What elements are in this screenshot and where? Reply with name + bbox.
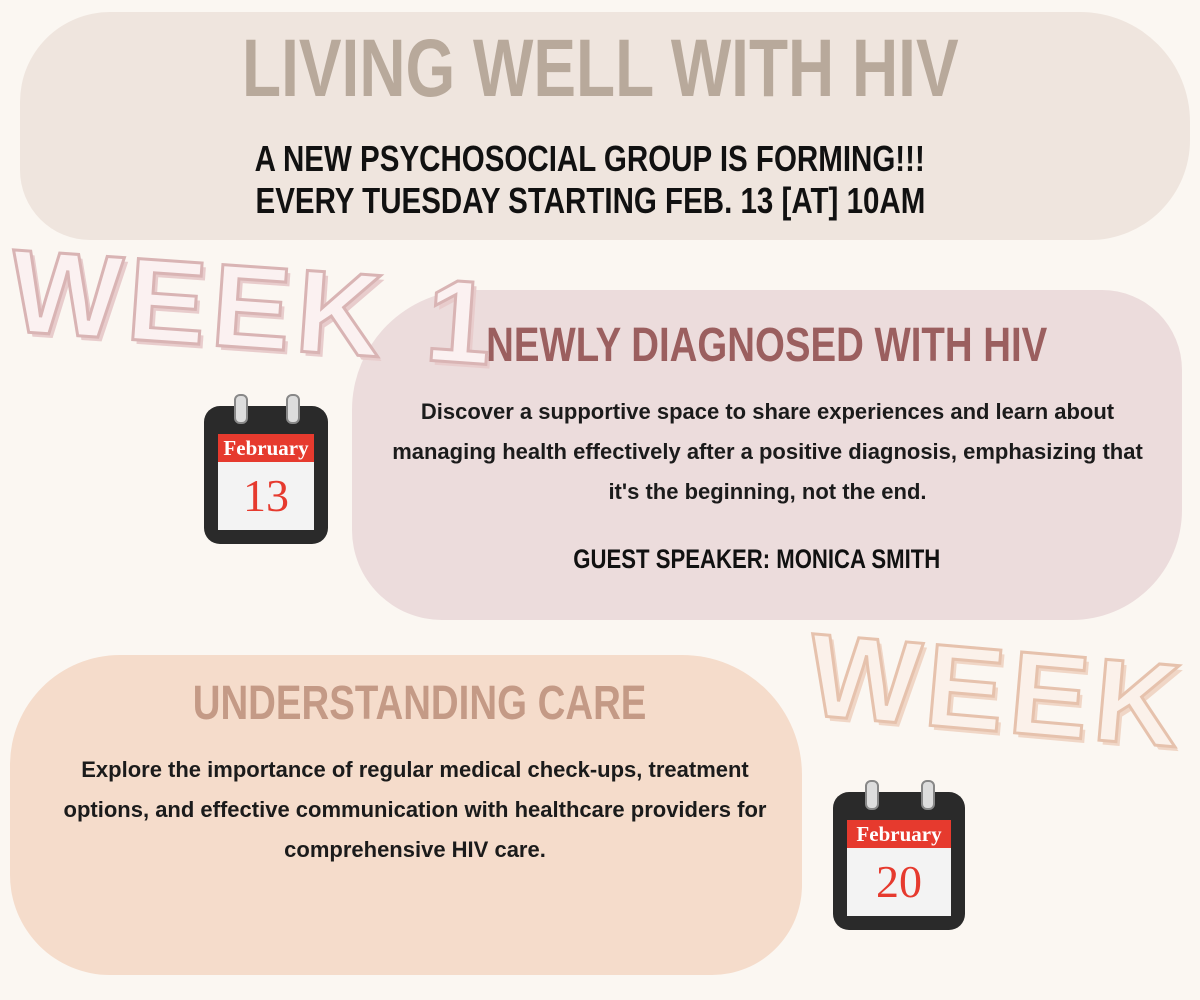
week-title-wrap: NEWLY DIAGNOSED WITH HIV bbox=[352, 318, 1182, 373]
week-description: Explore the importance of regular medica… bbox=[63, 757, 767, 862]
title: LIVING WELL WITH HIV bbox=[241, 23, 959, 114]
week-description: Discover a supportive space to share exp… bbox=[392, 399, 1143, 504]
calendar-day: 20 bbox=[847, 848, 951, 916]
calendar-icon: February 13 bbox=[204, 394, 328, 544]
subtitle: EVERY TUESDAY STARTING FEB. 13 [AT] 10AM bbox=[255, 180, 925, 221]
calendar-month: February bbox=[847, 820, 951, 848]
week1-background bbox=[352, 290, 1182, 620]
calendar-month: February bbox=[218, 434, 314, 462]
speaker-wrap: GUEST SPEAKER: MONICA SMITH bbox=[352, 544, 1162, 575]
calendar-icon: February 20 bbox=[833, 780, 965, 930]
week-label: WEEK 2 bbox=[802, 607, 1200, 784]
subtitle-wrap: A NEW PSYCHOSOCIAL GROUP IS FORMING!!! E… bbox=[0, 138, 1180, 222]
subtitle: A NEW PSYCHOSOCIAL GROUP IS FORMING!!! bbox=[254, 138, 926, 179]
header-background bbox=[20, 12, 1190, 240]
calendar-day: 13 bbox=[218, 462, 314, 530]
week-title: UNDERSTANDING CARE bbox=[193, 677, 647, 730]
week-title: NEWLY DIAGNOSED WITH HIV bbox=[486, 319, 1048, 372]
week2-background bbox=[10, 655, 802, 975]
guest-speaker: GUEST SPEAKER: MONICA SMITH bbox=[573, 544, 941, 574]
title-wrap: LIVING WELL WITH HIV bbox=[0, 22, 1200, 116]
week-title-wrap: UNDERSTANDING CARE bbox=[10, 676, 830, 731]
